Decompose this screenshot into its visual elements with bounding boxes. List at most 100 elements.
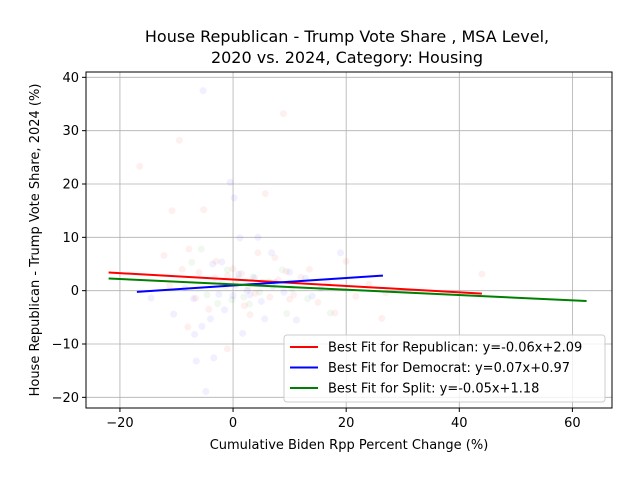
legend-label-democrat: Best Fit for Democrat: y=0.07x+0.97 bbox=[328, 361, 570, 376]
republican-point bbox=[305, 265, 313, 273]
democrat-point bbox=[246, 291, 254, 299]
republican-point bbox=[168, 207, 176, 215]
democrat-point bbox=[198, 322, 206, 330]
democrat-point bbox=[286, 268, 294, 276]
y-tick-label: −20 bbox=[52, 391, 79, 406]
republican-point bbox=[223, 272, 231, 280]
split-point bbox=[203, 291, 211, 299]
x-tick-label: 0 bbox=[229, 416, 237, 431]
republican-point bbox=[251, 289, 259, 297]
republican-point bbox=[160, 251, 168, 259]
split-point bbox=[245, 300, 253, 308]
republican-point bbox=[478, 270, 486, 278]
democrat-point bbox=[243, 287, 251, 295]
split-point bbox=[223, 266, 231, 274]
democrat-point bbox=[218, 258, 226, 266]
republican-point bbox=[238, 270, 246, 278]
republican-point bbox=[240, 302, 248, 310]
republican-point bbox=[290, 291, 298, 299]
legend-label-republican: Best Fit for Republican: y=-0.06x+2.09 bbox=[328, 341, 582, 356]
democrat-point bbox=[210, 354, 218, 362]
split-point bbox=[249, 273, 257, 281]
split-fit-line bbox=[108, 277, 587, 303]
republican-point bbox=[286, 295, 294, 303]
democrat-point bbox=[192, 357, 200, 365]
split-point bbox=[326, 309, 334, 317]
democrat-point bbox=[261, 315, 269, 323]
democrat-point bbox=[308, 292, 316, 300]
split-point bbox=[278, 266, 286, 274]
legend: Best Fit for Republican: y=-0.06x+2.09 Be… bbox=[283, 334, 606, 403]
republican-point bbox=[175, 136, 183, 144]
chart-title-line-2: 2020 vs. 2024, Category: Housing bbox=[211, 48, 483, 67]
y-tick-label: 40 bbox=[62, 71, 79, 86]
republican-point bbox=[352, 293, 360, 301]
legend-box bbox=[283, 334, 606, 403]
democrat-point bbox=[268, 249, 276, 257]
democrat-point bbox=[215, 290, 223, 298]
legend-label-split: Best Fit for Split: y=-0.05x+1.18 bbox=[328, 382, 539, 397]
republican-point bbox=[365, 280, 373, 288]
republican-point bbox=[254, 249, 262, 257]
republican-point bbox=[166, 281, 174, 289]
democrat-point bbox=[202, 387, 210, 395]
republican-point bbox=[382, 289, 390, 297]
republican-fit-line bbox=[108, 271, 482, 295]
x-axis-label: Cumulative Biden Rpp Percent Change (%) bbox=[210, 438, 489, 453]
republican-point bbox=[185, 245, 193, 253]
scatter-points bbox=[136, 87, 486, 395]
republican-point bbox=[331, 309, 339, 317]
y-tick-label: 30 bbox=[62, 124, 79, 139]
republican-point bbox=[271, 254, 279, 262]
democrat-point bbox=[239, 329, 247, 337]
split-point bbox=[256, 288, 264, 296]
y-tick-label: −10 bbox=[52, 338, 79, 353]
republican-point bbox=[192, 294, 200, 302]
democrat-point bbox=[251, 274, 259, 282]
y-tick-label: 10 bbox=[62, 231, 79, 246]
democrat-point bbox=[292, 316, 300, 324]
x-tick-label: 40 bbox=[451, 416, 468, 431]
x-axis-ticks: −20 0 20 40 60 bbox=[106, 408, 581, 431]
fit-lines bbox=[108, 271, 587, 303]
republican-point bbox=[261, 190, 269, 198]
democrat-point bbox=[229, 291, 237, 299]
y-axis-ticks: −20 −10 0 10 20 30 40 bbox=[52, 71, 86, 406]
democrat-point bbox=[280, 288, 288, 296]
republican-point bbox=[178, 265, 186, 273]
split-point bbox=[188, 258, 196, 266]
split-point bbox=[240, 293, 248, 301]
chart-title-line-1: House Republican - Trump Vote Share , MS… bbox=[145, 27, 549, 46]
democrat-point bbox=[257, 297, 265, 305]
republican-point bbox=[212, 257, 220, 265]
democrat-point bbox=[235, 270, 243, 278]
democrat-point bbox=[254, 233, 262, 241]
republican-point bbox=[136, 162, 144, 170]
republican-point bbox=[314, 298, 322, 306]
split-point bbox=[283, 310, 291, 318]
chart-title: House Republican - Trump Vote Share , MS… bbox=[145, 27, 549, 67]
democrat-point bbox=[191, 330, 199, 338]
republican-point bbox=[184, 323, 192, 331]
republican-point bbox=[223, 345, 231, 353]
split-point bbox=[214, 299, 222, 307]
democrat-point bbox=[199, 87, 207, 95]
democrat-point bbox=[221, 306, 229, 314]
y-axis-label: House Republican - Trump Vote Share, 202… bbox=[28, 84, 43, 397]
y-tick-label: 0 bbox=[71, 284, 79, 299]
democrat-point bbox=[230, 194, 238, 202]
republican-point bbox=[282, 267, 290, 275]
republican-point bbox=[200, 206, 208, 214]
x-tick-label: 20 bbox=[338, 416, 355, 431]
republican-point bbox=[279, 110, 287, 118]
democrat-point bbox=[147, 294, 155, 302]
republican-point bbox=[229, 265, 237, 273]
republican-point bbox=[205, 305, 213, 313]
republican-point bbox=[246, 311, 254, 319]
split-point bbox=[304, 295, 312, 303]
x-tick-label: 60 bbox=[564, 416, 581, 431]
y-tick-label: 20 bbox=[62, 178, 79, 193]
republican-point bbox=[378, 314, 386, 322]
democrat-point bbox=[209, 260, 217, 268]
democrat-fit-line bbox=[136, 274, 384, 293]
